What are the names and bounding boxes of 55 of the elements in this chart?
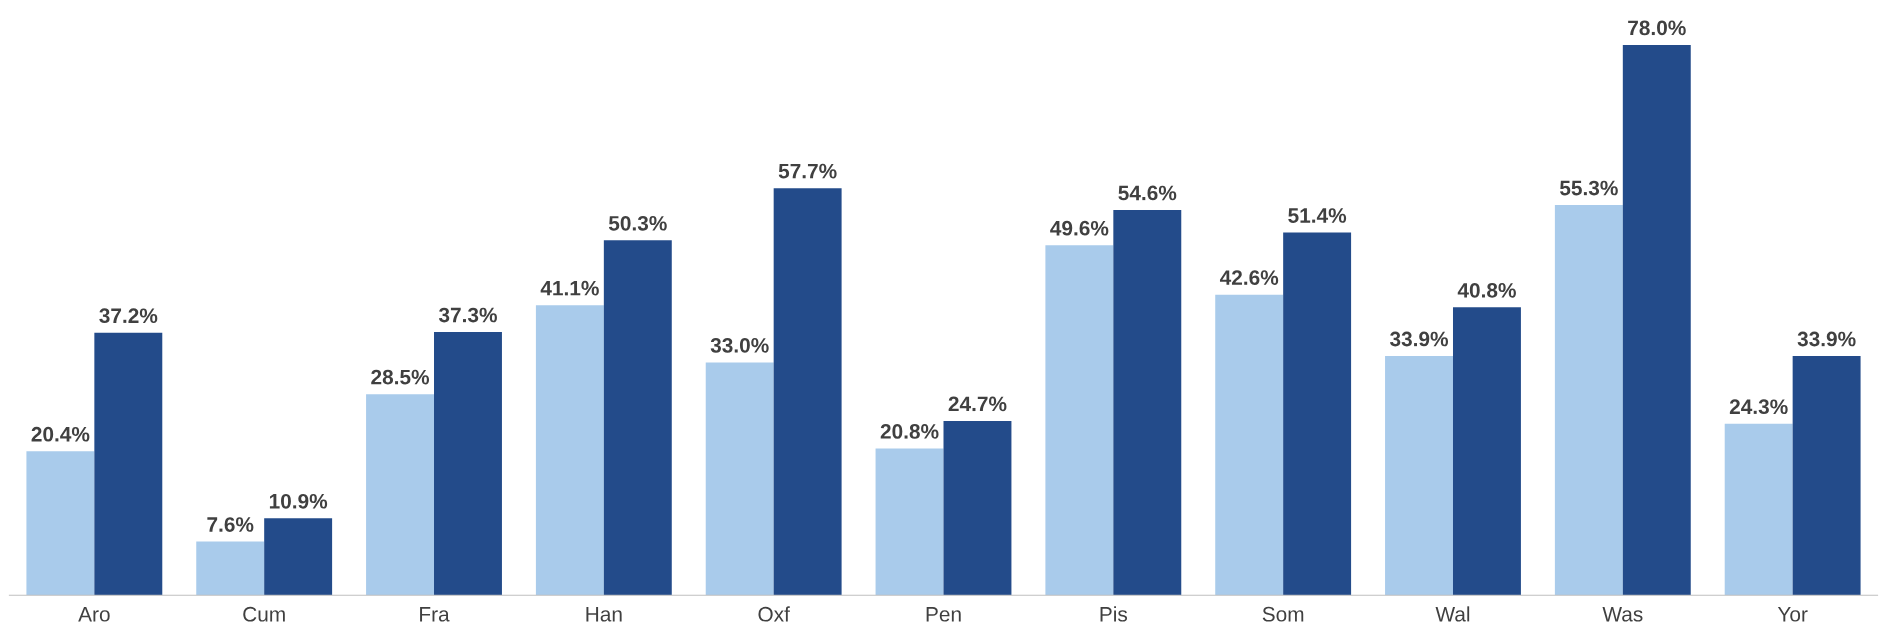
- data-label: 49.6%: [1050, 220, 1109, 236]
- bar: [1724, 423, 1793, 596]
- bar: [603, 240, 672, 596]
- bar: [366, 394, 435, 596]
- x-tick-label: Som: [1262, 606, 1304, 622]
- data-label: 50.3%: [608, 215, 667, 231]
- bar: [705, 362, 774, 596]
- bar: [1452, 307, 1521, 596]
- data-label: 33.9%: [1389, 331, 1449, 347]
- data-label: 33.9%: [1797, 331, 1856, 347]
- bar: [1622, 44, 1691, 596]
- x-tick-label: Wal: [1435, 606, 1470, 622]
- data-label: 54.6%: [1118, 185, 1177, 201]
- data-label: 41.1%: [540, 280, 599, 296]
- data-label: 10.9%: [269, 493, 328, 509]
- bar: [1385, 356, 1453, 596]
- bar: [26, 451, 95, 596]
- x-tick-label: Pis: [1100, 606, 1128, 622]
- data-label: 51.4%: [1288, 208, 1347, 223]
- bar: [1215, 294, 1284, 596]
- data-label: 37.2%: [99, 308, 158, 324]
- x-tick-label: Han: [586, 607, 622, 622]
- data-label: 7.6%: [207, 517, 254, 532]
- data-label: 28.5%: [371, 369, 430, 385]
- bar: [94, 332, 163, 596]
- x-tick-label: Aro: [78, 607, 110, 622]
- bar: [773, 188, 842, 596]
- x-tick-label: Was: [1602, 607, 1643, 622]
- data-label: 20.4%: [31, 426, 90, 442]
- bar: [264, 518, 333, 596]
- bar: [434, 332, 502, 596]
- data-label: 20.8%: [880, 424, 939, 439]
- x-tick-label: Pen: [926, 607, 961, 622]
- data-label: 78.0%: [1628, 20, 1686, 36]
- bar: [875, 448, 944, 596]
- bar: [1554, 205, 1623, 596]
- bar: [943, 420, 1012, 596]
- bar: [196, 541, 265, 596]
- data-label: 57.7%: [778, 163, 837, 179]
- bar: [1792, 356, 1861, 596]
- data-label: 24.7%: [948, 396, 1007, 412]
- data-label: 40.8%: [1457, 282, 1516, 298]
- data-label: 55.3%: [1559, 180, 1618, 196]
- data-label: 24.3%: [1729, 399, 1788, 415]
- x-tick-label: Oxf: [758, 606, 790, 622]
- data-label: 42.6%: [1219, 270, 1279, 285]
- data-label: 37.3%: [438, 307, 497, 323]
- bar: [1045, 245, 1114, 596]
- bar: [535, 305, 604, 596]
- x-tick-label: Cum: [243, 606, 285, 622]
- bar: [1283, 232, 1352, 596]
- x-tick-label: Yor: [1777, 607, 1808, 622]
- data-label: 33.0%: [710, 337, 769, 353]
- x-tick-label: Fra: [420, 607, 450, 622]
- bar: [1113, 210, 1182, 596]
